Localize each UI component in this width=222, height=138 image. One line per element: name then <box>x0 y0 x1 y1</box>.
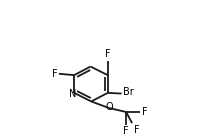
Text: F: F <box>52 69 57 79</box>
Text: F: F <box>134 125 139 135</box>
Text: F: F <box>123 126 128 136</box>
Text: N: N <box>69 89 76 99</box>
Text: F: F <box>105 49 111 59</box>
Text: O: O <box>106 102 113 112</box>
Text: F: F <box>142 107 147 117</box>
Text: Br: Br <box>123 87 134 97</box>
